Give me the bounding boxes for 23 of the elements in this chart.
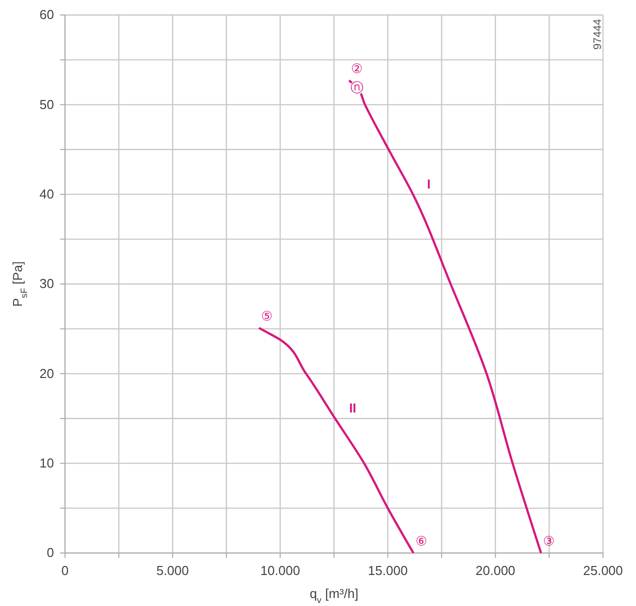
- y-tick-label: 40: [40, 186, 54, 202]
- series-label: II: [349, 400, 356, 416]
- y-tick-label: 10: [40, 455, 54, 470]
- x-tick-label: 25.000: [583, 563, 623, 578]
- annotation: 97444: [592, 19, 604, 50]
- y-tick-label: 30: [40, 276, 54, 292]
- y-tick-label: 20: [40, 366, 54, 381]
- x-axis-title: q$_{v}$ [m³/h]: [310, 586, 358, 605]
- line-series: [348, 79, 542, 554]
- x-tick-label: 0: [61, 563, 69, 578]
- y-tick-label: 0: [46, 545, 54, 560]
- x-tick-label: 15.000: [368, 563, 408, 578]
- series-label: I: [426, 176, 431, 192]
- annotation: ⑥: [415, 534, 428, 549]
- x-tick-label: 10.000: [260, 563, 300, 578]
- line-series: [258, 326, 415, 554]
- annotation: ③: [543, 534, 556, 549]
- x-tick-label: 5.000: [156, 563, 189, 578]
- y-tick-label: 60: [40, 7, 54, 22]
- annotation: ②: [351, 61, 364, 76]
- x-tick-label: 20.000: [476, 563, 516, 578]
- y-tick-label: 50: [40, 96, 54, 112]
- annotation: ⑤: [260, 308, 273, 324]
